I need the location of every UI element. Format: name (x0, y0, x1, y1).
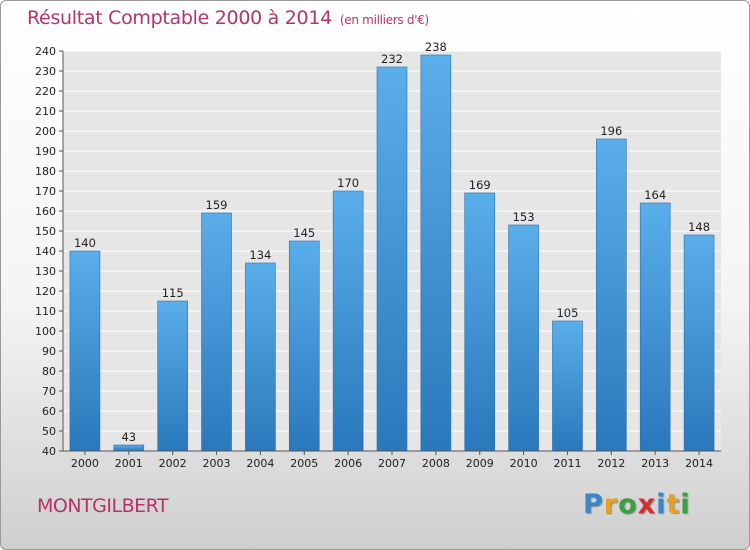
y-tick-label: 110 (35, 305, 56, 318)
y-tick-label: 140 (35, 245, 56, 258)
x-tick-label-2014: 2014 (685, 457, 713, 470)
data-label-2005: 145 (293, 226, 315, 240)
y-tick-label: 90 (42, 345, 56, 358)
axes: 40 50 60 70 80 90 100 110 120 130 140 150 160 170 180 1… (35, 45, 721, 470)
y-tick-label: 120 (35, 285, 56, 298)
bar-2010 (508, 224, 539, 452)
bar-2011 (552, 320, 583, 452)
data-label-2007: 232 (381, 52, 403, 66)
x-tick-label-2005: 2005 (290, 457, 318, 470)
logo-letter: t (666, 489, 681, 520)
x-tick-label-2006: 2006 (334, 457, 362, 470)
logo-letter: i (656, 489, 667, 520)
data-label-2008: 238 (425, 40, 447, 54)
chart-title: Résultat Comptable 2000 à 2014 (en millie… (27, 7, 429, 29)
bar-2009 (464, 192, 496, 452)
x-tick-label-2013: 2013 (641, 457, 669, 470)
data-label-2013: 164 (644, 188, 666, 202)
bars (69, 54, 715, 452)
title-text: Résultat Comptable 2000 à 2014 (27, 7, 332, 29)
bar-2001 (113, 444, 145, 452)
y-tick-label: 160 (35, 205, 56, 218)
y-tick-label: 150 (35, 225, 56, 238)
data-label-2009: 169 (469, 178, 491, 192)
x-tick-label-2011: 2011 (553, 457, 581, 470)
data-label-2004: 134 (249, 248, 271, 262)
x-tick-label-2001: 2001 (115, 457, 143, 470)
y-tick-label: 80 (42, 365, 56, 378)
bar-2008 (420, 54, 452, 452)
y-tick-label: 100 (35, 325, 56, 338)
logo-letter: x (637, 489, 657, 520)
x-tick-label-2007: 2007 (378, 457, 406, 470)
y-tick-label: 240 (35, 45, 56, 58)
data-label-2012: 196 (600, 124, 622, 138)
data-label-2000: 140 (74, 236, 96, 250)
chart-subtitle: (en milliers d'€) (339, 13, 429, 27)
bar-2006 (332, 190, 364, 452)
x-tick-label-2004: 2004 (246, 457, 274, 470)
x-tick-label-2002: 2002 (159, 457, 187, 470)
logo-letter: r (603, 489, 619, 520)
bar-2003 (201, 212, 232, 452)
x-tick-label-2012: 2012 (597, 457, 625, 470)
bar-2013 (639, 202, 671, 452)
data-label-2014: 148 (688, 220, 710, 234)
data-label-2006: 170 (337, 176, 359, 190)
y-tick-label: 170 (35, 185, 56, 198)
y-tick-label: 190 (35, 145, 56, 158)
y-tick-label: 200 (35, 125, 56, 138)
data-label-2011: 105 (556, 306, 578, 320)
x-tick-label-2009: 2009 (466, 457, 494, 470)
commune-name: MONTGILBERT (37, 495, 169, 517)
logo-letter: i (680, 489, 691, 520)
proxiti-logo[interactable]: Proxiti (583, 489, 691, 520)
data-label-2010: 153 (513, 210, 535, 224)
y-tick-label: 130 (35, 265, 56, 278)
bar-2005 (288, 240, 320, 452)
logo-letter: P (583, 489, 604, 520)
y-tick-label: 230 (35, 65, 56, 78)
y-tick-label: 60 (42, 405, 56, 418)
data-labels: 140 43 115 159 134 145 170 232 238 169 153 105 196 16… (74, 40, 710, 444)
y-tick-label: 40 (42, 445, 56, 458)
bar-2014 (683, 234, 715, 452)
data-label-2002: 115 (162, 286, 184, 300)
bar-2004 (245, 262, 276, 452)
y-tick-label: 210 (35, 105, 56, 118)
y-tick-label: 50 (42, 425, 56, 438)
bar-2002 (157, 300, 188, 452)
x-tick-label-2010: 2010 (510, 457, 538, 470)
x-tick-label-2003: 2003 (203, 457, 231, 470)
bar-2007 (376, 66, 408, 452)
y-tick-label: 180 (35, 165, 56, 178)
data-label-2001: 43 (121, 430, 136, 444)
y-tick-label: 220 (35, 85, 56, 98)
data-label-2003: 159 (206, 198, 228, 212)
bar-2000 (69, 250, 101, 452)
x-tick-label-2008: 2008 (422, 457, 450, 470)
logo-letter: o (618, 489, 638, 520)
bar-2012 (596, 138, 627, 452)
x-tick-label-2000: 2000 (71, 457, 99, 470)
y-tick-label: 70 (42, 385, 56, 398)
